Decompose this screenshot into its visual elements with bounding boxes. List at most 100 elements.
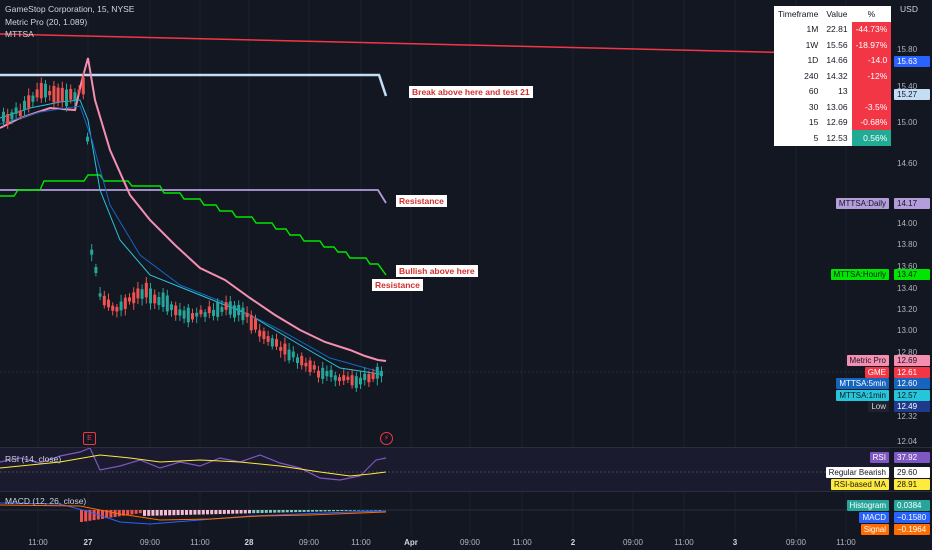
dividend-event-icon[interactable]: ⚡: [380, 432, 393, 445]
candle-body-28: [119, 301, 123, 311]
mttsa-5min-line: [0, 105, 381, 373]
pct-cell: -3.5%: [851, 99, 892, 115]
price-tag-label-mttsa-daily: MTTSA:Daily: [835, 198, 889, 209]
macd-hist-63: [344, 510, 348, 511]
legend-macd[interactable]: MACD (12, 26, close): [5, 496, 87, 506]
macd-hist-62: [340, 510, 344, 511]
macd-hist-16: [147, 510, 151, 516]
pct-cell: 0.56%: [851, 130, 892, 146]
macd-hist-71: [378, 510, 382, 511]
candle-body-89: [375, 366, 379, 379]
timeframe-cell: 15: [808, 117, 819, 128]
macd-hist-22: [172, 510, 176, 516]
mttsa-weekly-line: [0, 73, 388, 97]
value-cell: 14.66: [826, 55, 848, 66]
price-axis-label: 13.00: [897, 326, 918, 335]
macd-hist-19: [159, 510, 163, 516]
candle-body-49: [207, 306, 211, 314]
candle-body-53: [224, 302, 228, 310]
macd-hist-26: [189, 510, 193, 515]
candle-body-34: [144, 282, 148, 298]
candle-body-2: [10, 112, 14, 120]
candle-body-80: [338, 377, 341, 382]
candle-body-83: [350, 375, 354, 386]
candle-body-71: [300, 355, 304, 366]
time-axis-label: Apr: [404, 538, 418, 547]
legend-rsi[interactable]: RSI (14, close): [5, 454, 62, 464]
legend-mttsa[interactable]: MTTSA: [5, 29, 34, 39]
macd-line: [0, 502, 387, 525]
annotation-resistance-daily[interactable]: Resistance: [396, 195, 447, 207]
macd-separator[interactable]: [0, 491, 932, 492]
candle-body-41: [174, 305, 178, 316]
value-cell: 13.06: [826, 101, 848, 112]
time-axis-label: 11:00: [190, 538, 210, 547]
candle-body-13: [56, 87, 60, 103]
timeframe-row-5: 5 12.53 0.56%: [774, 130, 892, 146]
candle-body-12: [52, 85, 56, 103]
candle-body-90: [380, 370, 383, 377]
macd-hist-21: [168, 510, 172, 516]
legend-metric-pro[interactable]: Metric Pro (20, 1.089): [5, 17, 88, 27]
pct-cell: -18.97%: [851, 37, 892, 53]
macd-hist-14: [138, 510, 142, 514]
side-tag-label-histogram: Histogram: [846, 500, 889, 511]
macd-hist-64: [348, 510, 352, 511]
candle-body-21: [90, 249, 94, 255]
time-axis-label: 09:00: [298, 538, 320, 547]
value-cell: 15.56: [826, 39, 848, 50]
annotation-break-above[interactable]: Break above here and test 21: [409, 86, 533, 98]
currency-label[interactable]: USD: [900, 4, 918, 14]
rsi-separator[interactable]: [0, 447, 932, 448]
macd-hist-44: [264, 510, 268, 513]
macd-hist-25: [185, 510, 188, 515]
price-axis-label: 15.00: [897, 118, 918, 127]
candle-body-11: [48, 90, 52, 96]
candle-body-5: [23, 100, 26, 111]
macd-hist-49: [285, 510, 289, 513]
macd-hist-27: [193, 510, 197, 515]
timeframe-cell: 5: [813, 132, 819, 143]
candle-body-35: [149, 288, 152, 304]
candle-body-50: [212, 309, 215, 316]
annotation-resistance-hourly[interactable]: Resistance: [372, 279, 423, 291]
price-axis-label: 14.00: [897, 219, 918, 228]
timeframe-row-15: 15 12.69 -0.68%: [774, 114, 892, 130]
macd-hist-50: [290, 510, 293, 513]
macd-hist-15: [143, 510, 146, 516]
candle-body-10: [44, 83, 47, 98]
candle-body-43: [182, 310, 186, 319]
rsi-line: [0, 447, 387, 481]
annotation-bullish-above[interactable]: Bullish above here: [396, 265, 478, 277]
candle-body-7: [31, 95, 35, 102]
pct-cell: [851, 83, 892, 99]
candle-body-32: [136, 288, 140, 299]
price-tag-value-mttsa-hourly: 13.47: [894, 269, 930, 280]
value-cell: 12.53: [826, 132, 848, 143]
macd-hist-48: [281, 510, 285, 513]
macd-hist-65: [353, 510, 356, 511]
price-axis-label: 13.60: [897, 262, 918, 271]
macd-hist-33: [218, 510, 222, 515]
candle-body-30: [128, 297, 131, 302]
macd-hist-37: [235, 510, 239, 514]
macd-hist-52: [298, 510, 302, 513]
macd-hist-42: [256, 510, 260, 514]
candle-body-51: [216, 301, 220, 317]
candle-body-54: [228, 301, 232, 315]
price-axis-label: 14.60: [897, 159, 918, 168]
macd-hist-57: [319, 510, 323, 512]
side-tag-value-rsi-ma: 28.91: [894, 479, 930, 490]
price-tag-value-mttsa-5min: 12.60: [894, 378, 930, 389]
legend-symbol[interactable]: GameStop Corporation, 15, NYSE: [5, 4, 135, 14]
macd-hist-69: [369, 510, 373, 511]
earnings-event-icon[interactable]: E: [83, 432, 96, 445]
macd-hist-36: [231, 510, 235, 514]
candle-body-58: [245, 312, 249, 318]
candle-body-59: [249, 315, 253, 331]
candle-body-79: [333, 375, 337, 381]
macd-hist-2: [88, 510, 92, 521]
time-axis-label: 09:00: [139, 538, 161, 547]
pct-cell: -0.68%: [851, 114, 892, 130]
